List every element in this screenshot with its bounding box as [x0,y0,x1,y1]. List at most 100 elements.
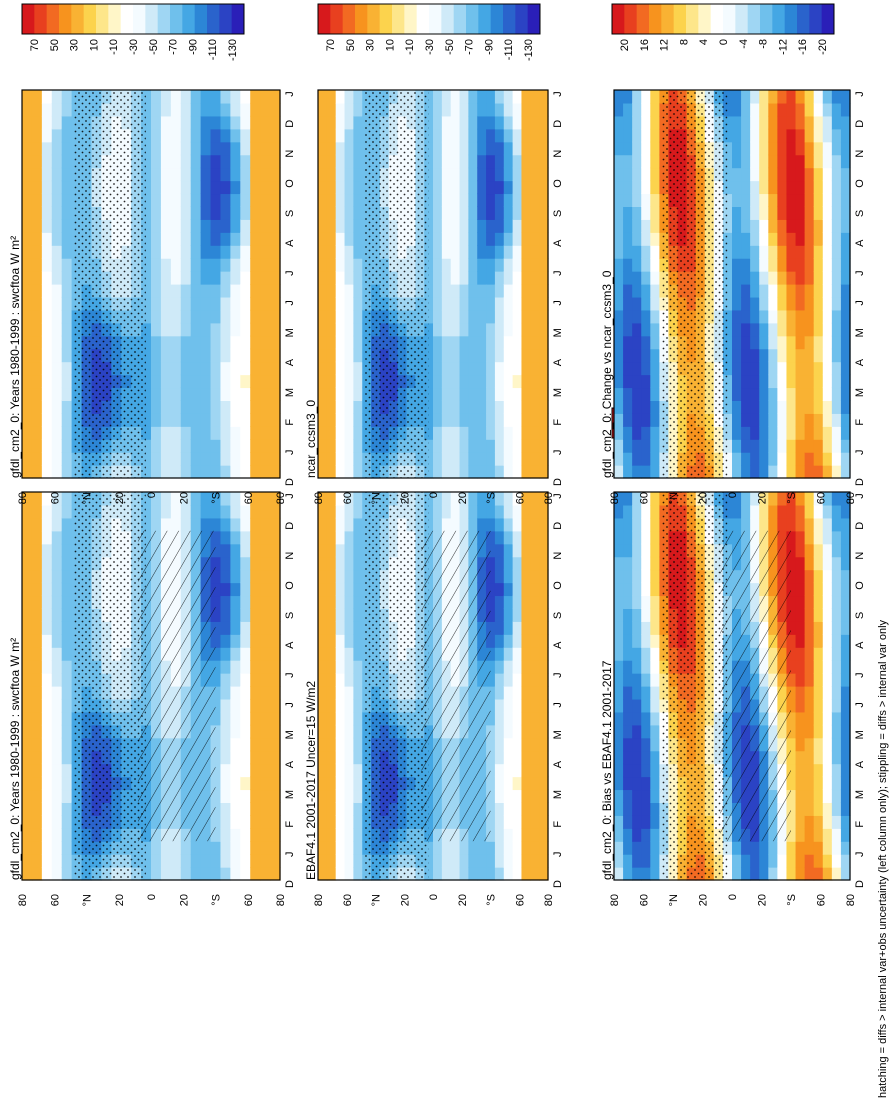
heatmap-cell [326,686,337,700]
heatmap-cell [840,763,851,778]
heatmap-cell [795,206,806,220]
heatmap-cell [486,634,496,648]
heatmap-cell [160,90,172,104]
heatmap-cell [804,400,815,414]
heatmap-cell [503,492,514,506]
heatmap-cell [230,517,241,532]
heatmap-cell [503,815,514,829]
heatmap-cell [151,387,162,401]
heatmap-cell [51,634,63,648]
heatmap-cell [260,724,271,739]
heatmap-cell [326,154,337,169]
heatmap-cell [22,128,33,143]
heatmap-cell [41,867,53,881]
heatmap-cell [433,232,443,246]
heatmap-cell [31,543,43,558]
heatmap-cell [31,141,43,156]
heatmap-cell [250,180,261,195]
heatmap-cell [741,141,751,156]
colorbar-swatch [96,4,109,34]
heatmap-cell [22,413,33,427]
heatmap-cell [326,802,337,816]
heatmap-cell [22,789,33,803]
heatmap-cell [804,789,815,803]
heatmap-cell [494,102,505,117]
heatmap-cell [51,465,63,479]
heatmap-cell [31,492,43,506]
heatmap-cell [813,206,824,220]
heatmap-cell [61,465,73,479]
heatmap-cell [270,426,281,440]
heatmap-cell [486,517,496,532]
heatmap-cell [210,426,222,440]
heatmap-cell [141,854,152,868]
heatmap-cell [230,232,241,246]
heatmap-cell [151,309,162,324]
colorbar-tick-label: 50 [49,39,61,51]
heatmap-cell [494,387,505,401]
heatmap-cell [486,660,496,674]
heatmap-cell [512,828,523,842]
heatmap-cell [777,492,788,506]
heatmap-cell [804,828,815,842]
heatmap-cell [459,867,469,881]
heatmap-cell [804,698,815,713]
heatmap-cell [614,439,624,453]
heatmap-cell [750,517,760,532]
heatmap-cell [61,530,73,545]
heatmap-cell [326,426,337,440]
heatmap-cell [353,802,363,816]
heatmap-cell [151,854,162,868]
heatmap-cell [750,867,760,881]
heatmap-cell [650,608,660,622]
heatmap-cell [270,763,281,778]
heatmap-cell [141,504,152,519]
heatmap-cell [318,789,328,803]
heatmap-cell [335,245,346,259]
heatmap-cell [141,387,152,401]
heatmap-cell [459,245,469,259]
heatmap-cell [650,413,660,427]
heatmap-cell [220,530,231,545]
heatmap-cell [822,154,833,169]
heatmap-cell [632,400,642,414]
heatmap-cell [210,400,222,414]
month-tick-label: N [552,150,564,158]
heatmap-cell [512,232,523,246]
heatmap-cell [441,245,452,259]
heatmap-cell [61,348,73,363]
heatmap-cell [813,180,824,195]
heatmap-cell [486,465,496,479]
heatmap-cell [210,141,222,156]
heatmap-cell [786,530,797,545]
stippling-overlay [661,492,728,880]
heatmap-cell [530,90,540,104]
heatmap-cell [521,582,531,597]
heatmap-cell [326,724,337,739]
heatmap-cell [494,724,505,739]
heatmap-cell [250,556,261,571]
heatmap-cell [459,517,469,532]
heatmap-cell [41,245,53,259]
heatmap-cell [230,361,241,376]
heatmap-cell [210,815,222,829]
heatmap-cell [759,102,769,117]
heatmap-cell [151,206,162,220]
heatmap-cell [170,374,182,389]
heatmap-cell [521,789,531,803]
heatmap-cell [260,426,271,440]
month-tick-label: J [284,449,296,455]
heatmap-cell [822,608,833,622]
heatmap-cell [326,504,337,519]
heatmap-cell [632,232,642,246]
heatmap-cell [804,724,815,739]
heatmap-cell [521,400,531,414]
heatmap-cell [240,867,251,881]
heatmap-cell [641,245,651,259]
heatmap-cell [777,426,788,440]
heatmap-cell [240,595,251,609]
heatmap-cell [512,439,523,453]
heatmap-cell [170,154,182,169]
heatmap-cell [530,335,540,350]
heatmap-cell [450,426,461,440]
